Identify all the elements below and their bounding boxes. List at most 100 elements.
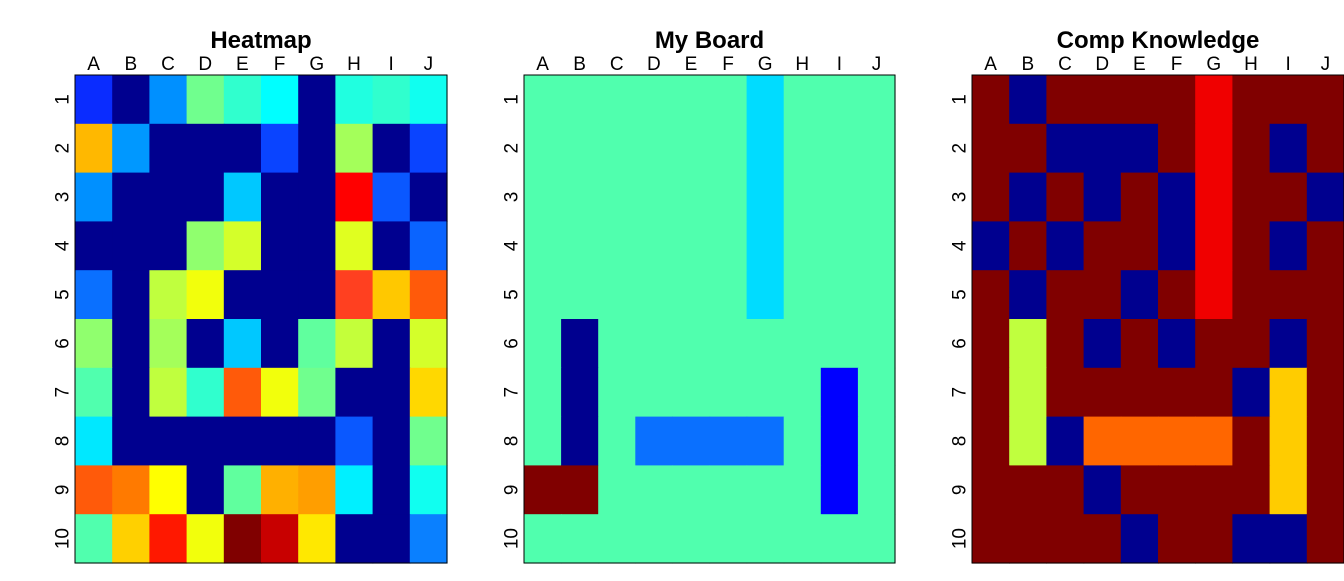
- heatmap-cell-D5[interactable]: [187, 270, 225, 319]
- my-board-cell-D6[interactable]: [635, 319, 673, 368]
- comp-knowledge-cell-B7[interactable]: [1009, 368, 1047, 417]
- heatmap-cell-G8[interactable]: [298, 417, 336, 466]
- heatmap-cell-D8[interactable]: [187, 417, 225, 466]
- comp-knowledge-cell-D6[interactable]: [1084, 319, 1122, 368]
- comp-knowledge-cell-F9[interactable]: [1158, 465, 1196, 514]
- comp-knowledge-cell-A3[interactable]: [972, 173, 1010, 222]
- comp-knowledge-cell-B9[interactable]: [1009, 465, 1047, 514]
- heatmap-cell-B9[interactable]: [112, 465, 150, 514]
- comp-knowledge-cell-F7[interactable]: [1158, 368, 1196, 417]
- my-board-cell-H8[interactable]: [784, 417, 822, 466]
- comp-knowledge-cell-A2[interactable]: [972, 124, 1010, 173]
- heatmap-cell-J9[interactable]: [410, 465, 448, 514]
- comp-knowledge-cell-C3[interactable]: [1046, 173, 1084, 222]
- my-board-cell-A6[interactable]: [524, 319, 562, 368]
- my-board-cell-H10[interactable]: [784, 514, 822, 563]
- heatmap-cell-G6[interactable]: [298, 319, 336, 368]
- heatmap-cell-I9[interactable]: [373, 465, 411, 514]
- comp-knowledge-cell-F4[interactable]: [1158, 221, 1196, 270]
- heatmap-cell-F1[interactable]: [261, 75, 299, 124]
- comp-knowledge-cell-F1[interactable]: [1158, 75, 1196, 124]
- heatmap-cell-H5[interactable]: [335, 270, 373, 319]
- my-board-cell-E2[interactable]: [672, 124, 710, 173]
- heatmap-cell-A1[interactable]: [75, 75, 113, 124]
- comp-knowledge-cell-E3[interactable]: [1121, 173, 1159, 222]
- comp-knowledge-cell-D8[interactable]: [1084, 417, 1122, 466]
- comp-knowledge-cell-E9[interactable]: [1121, 465, 1159, 514]
- comp-knowledge-cell-A5[interactable]: [972, 270, 1010, 319]
- comp-knowledge-cell-B8[interactable]: [1009, 417, 1047, 466]
- comp-knowledge-cell-B1[interactable]: [1009, 75, 1047, 124]
- my-board-cell-D8[interactable]: [635, 417, 673, 466]
- heatmap-cell-G5[interactable]: [298, 270, 336, 319]
- my-board-cell-G8[interactable]: [747, 417, 785, 466]
- heatmap-cell-I5[interactable]: [373, 270, 411, 319]
- my-board-cell-G2[interactable]: [747, 124, 785, 173]
- my-board-cell-J7[interactable]: [858, 368, 896, 417]
- comp-knowledge-cell-C10[interactable]: [1046, 514, 1084, 563]
- my-board-cell-A10[interactable]: [524, 514, 562, 563]
- comp-knowledge-cell-C9[interactable]: [1046, 465, 1084, 514]
- heatmap-cell-B3[interactable]: [112, 173, 150, 222]
- comp-knowledge-cell-H9[interactable]: [1232, 465, 1270, 514]
- my-board-cell-C4[interactable]: [598, 221, 636, 270]
- comp-knowledge-cell-C6[interactable]: [1046, 319, 1084, 368]
- comp-knowledge-cell-F2[interactable]: [1158, 124, 1196, 173]
- my-board-cell-D1[interactable]: [635, 75, 673, 124]
- heatmap-cell-E4[interactable]: [224, 221, 262, 270]
- my-board-cell-J9[interactable]: [858, 465, 896, 514]
- comp-knowledge-cell-G1[interactable]: [1195, 75, 1233, 124]
- heatmap-cell-A7[interactable]: [75, 368, 113, 417]
- heatmap-cell-G9[interactable]: [298, 465, 336, 514]
- my-board-cell-H4[interactable]: [784, 221, 822, 270]
- my-board-cell-E10[interactable]: [672, 514, 710, 563]
- comp-knowledge-cell-I10[interactable]: [1270, 514, 1308, 563]
- heatmap-cell-B10[interactable]: [112, 514, 150, 563]
- heatmap-cell-B7[interactable]: [112, 368, 150, 417]
- heatmap-cell-J10[interactable]: [410, 514, 448, 563]
- heatmap-cell-C1[interactable]: [149, 75, 187, 124]
- my-board-cell-G10[interactable]: [747, 514, 785, 563]
- my-board-cell-B8[interactable]: [561, 417, 599, 466]
- my-board-cell-C1[interactable]: [598, 75, 636, 124]
- comp-knowledge-cell-I5[interactable]: [1270, 270, 1308, 319]
- my-board-cell-H1[interactable]: [784, 75, 822, 124]
- heatmap-cell-A2[interactable]: [75, 124, 113, 173]
- heatmap-cell-H3[interactable]: [335, 173, 373, 222]
- comp-knowledge-cell-B4[interactable]: [1009, 221, 1047, 270]
- heatmap-cell-H8[interactable]: [335, 417, 373, 466]
- comp-knowledge-cell-I2[interactable]: [1270, 124, 1308, 173]
- heatmap-cell-H4[interactable]: [335, 221, 373, 270]
- heatmap-cell-I8[interactable]: [373, 417, 411, 466]
- heatmap-cell-B4[interactable]: [112, 221, 150, 270]
- heatmap-cell-J2[interactable]: [410, 124, 448, 173]
- comp-knowledge-cell-A9[interactable]: [972, 465, 1010, 514]
- my-board-cell-F9[interactable]: [710, 465, 748, 514]
- heatmap-cell-J1[interactable]: [410, 75, 448, 124]
- heatmap-cell-F10[interactable]: [261, 514, 299, 563]
- my-board-cell-B5[interactable]: [561, 270, 599, 319]
- my-board-cell-F4[interactable]: [710, 221, 748, 270]
- comp-knowledge-cell-C4[interactable]: [1046, 221, 1084, 270]
- comp-knowledge-cell-C7[interactable]: [1046, 368, 1084, 417]
- heatmap-cell-I7[interactable]: [373, 368, 411, 417]
- my-board-cell-D10[interactable]: [635, 514, 673, 563]
- my-board-cell-I5[interactable]: [821, 270, 859, 319]
- heatmap-cell-A8[interactable]: [75, 417, 113, 466]
- my-board-cell-A1[interactable]: [524, 75, 562, 124]
- my-board-cell-A5[interactable]: [524, 270, 562, 319]
- my-board-cell-C5[interactable]: [598, 270, 636, 319]
- comp-knowledge-cell-A6[interactable]: [972, 319, 1010, 368]
- heatmap-cell-F3[interactable]: [261, 173, 299, 222]
- heatmap-cell-E1[interactable]: [224, 75, 262, 124]
- my-board-cell-D4[interactable]: [635, 221, 673, 270]
- my-board-cell-I8[interactable]: [821, 417, 859, 466]
- heatmap-cell-E3[interactable]: [224, 173, 262, 222]
- comp-knowledge-cell-C5[interactable]: [1046, 270, 1084, 319]
- heatmap-cell-F6[interactable]: [261, 319, 299, 368]
- comp-knowledge-cell-G6[interactable]: [1195, 319, 1233, 368]
- my-board-cell-G7[interactable]: [747, 368, 785, 417]
- my-board-cell-F5[interactable]: [710, 270, 748, 319]
- comp-knowledge-cell-E5[interactable]: [1121, 270, 1159, 319]
- comp-knowledge-cell-G2[interactable]: [1195, 124, 1233, 173]
